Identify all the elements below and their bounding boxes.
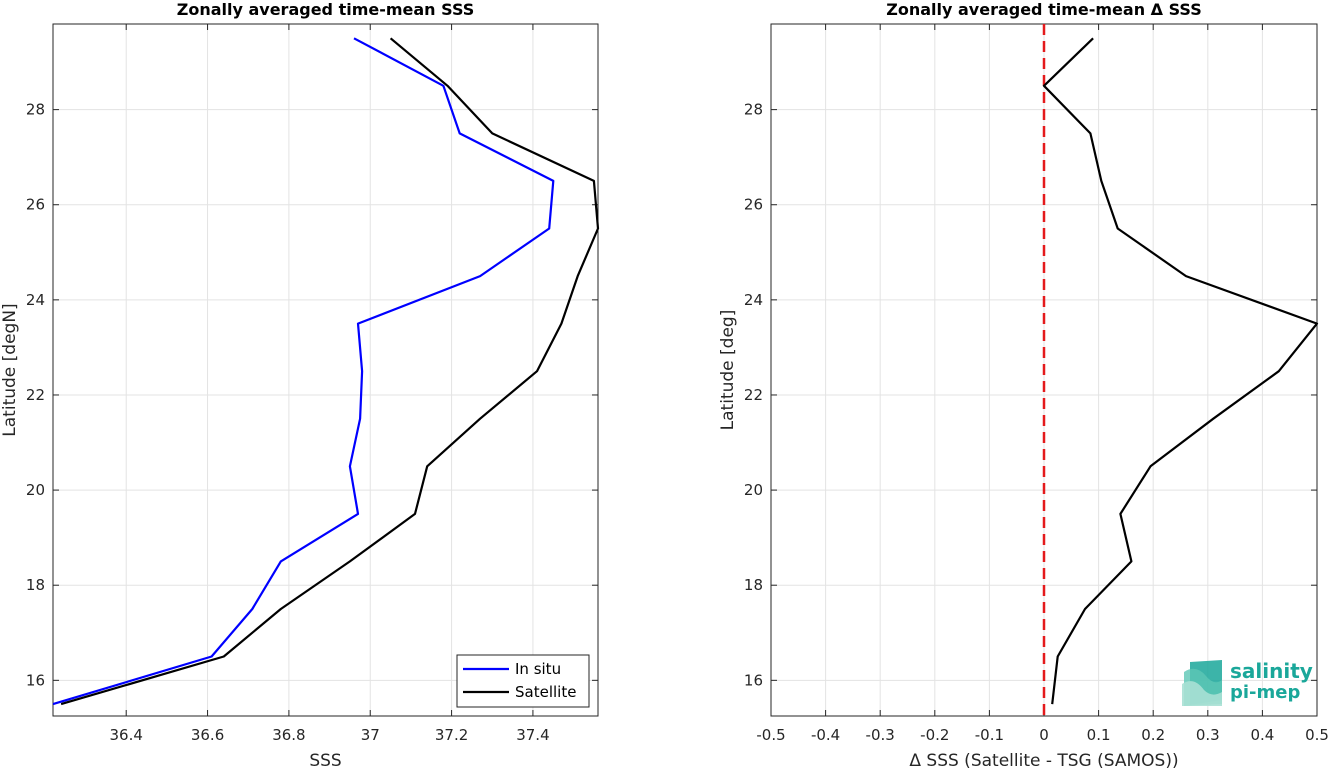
legend-label-in-situ: In situ xyxy=(515,660,561,678)
x-tick-label: -0.1 xyxy=(975,726,1004,744)
x-tick-label: 0 xyxy=(1039,726,1049,744)
x-tick-label: 0.4 xyxy=(1250,726,1274,744)
left-axes: 36.4 36.6 36.8 37 37.2 37.4 16 18 20 22 24 26 28 Zon… xyxy=(0,0,600,769)
logo-text-pi-mep: pi-mep xyxy=(1230,682,1300,703)
right-ticks: -0.5 -0.4 -0.3 -0.2 -0.1 0 0.1 0.2 0.3 0.4 0.5 16 18… xyxy=(744,24,1329,744)
y-tick-label: 20 xyxy=(744,481,763,499)
y-tick-label: 16 xyxy=(26,671,45,689)
x-tick-label: 36.4 xyxy=(110,726,143,744)
x-tick-label: 0.1 xyxy=(1087,726,1111,744)
left-grid xyxy=(53,24,598,716)
y-tick-label: 28 xyxy=(26,101,45,119)
x-tick-label: 36.6 xyxy=(191,726,224,744)
y-tick-label: 22 xyxy=(744,386,763,404)
legend: In situ Satellite xyxy=(456,654,590,708)
x-tick-label: 0.2 xyxy=(1141,726,1165,744)
right-chart-title: Zonally averaged time-mean Δ SSS xyxy=(886,0,1202,19)
x-tick-label: 0.5 xyxy=(1305,726,1329,744)
left-x-axis-label: SSS xyxy=(309,751,341,769)
left-axes-box xyxy=(52,23,599,717)
series-line-delta-sss xyxy=(1042,37,1319,705)
right-series xyxy=(1042,37,1319,705)
x-tick-label: 37.4 xyxy=(516,726,549,744)
left-y-axis-label: Latitude [degN] xyxy=(0,303,20,436)
x-tick-label: -0.5 xyxy=(756,726,785,744)
x-tick-label: -0.3 xyxy=(866,726,895,744)
right-x-axis-label: Δ SSS (Satellite - TSG (SAMOS)) xyxy=(909,751,1178,769)
legend-box xyxy=(456,654,590,708)
series-line-in-situ xyxy=(52,37,555,706)
legend-label-satellite: Satellite xyxy=(515,683,576,701)
y-tick-label: 26 xyxy=(26,196,45,214)
x-tick-label: -0.2 xyxy=(920,726,949,744)
y-tick-label: 28 xyxy=(744,101,763,119)
series-line-satellite xyxy=(60,37,600,706)
right-axes: -0.5 -0.4 -0.3 -0.2 -0.1 0 0.1 0.2 0.3 0.4 0.5 16 18… xyxy=(718,0,1329,769)
left-ticks: 36.4 36.6 36.8 37 37.2 37.4 16 18 20 22 24 26 28 xyxy=(26,24,598,744)
y-tick-label: 18 xyxy=(744,576,763,594)
x-tick-label: 0.3 xyxy=(1196,726,1220,744)
y-tick-label: 20 xyxy=(26,481,45,499)
y-tick-label: 22 xyxy=(26,386,45,404)
y-tick-label: 24 xyxy=(744,291,763,309)
salinity-pi-mep-logo: salinity pi-mep xyxy=(1182,659,1313,706)
x-tick-label: -0.4 xyxy=(811,726,840,744)
logo-wave-icon xyxy=(1182,660,1222,706)
logo-text-salinity: salinity xyxy=(1230,659,1313,683)
right-y-axis-label: Latitude [deg] xyxy=(718,310,738,431)
x-tick-label: 37 xyxy=(361,726,380,744)
y-tick-label: 24 xyxy=(26,291,45,309)
x-tick-label: 37.2 xyxy=(435,726,468,744)
y-tick-label: 26 xyxy=(744,196,763,214)
left-chart-title: Zonally averaged time-mean SSS xyxy=(177,0,475,19)
y-tick-label: 16 xyxy=(744,671,763,689)
left-series xyxy=(52,37,600,706)
x-tick-label: 36.8 xyxy=(272,726,305,744)
y-tick-label: 18 xyxy=(26,576,45,594)
